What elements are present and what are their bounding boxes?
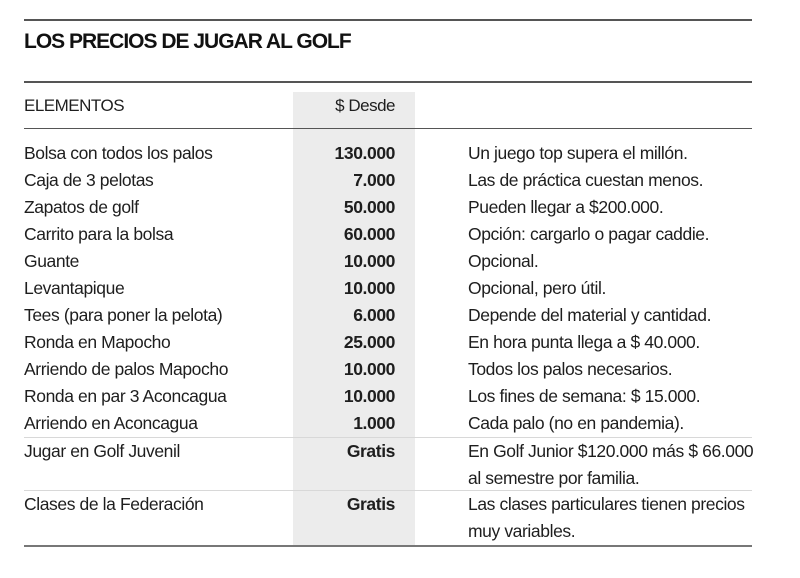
item-cell: Levantapique xyxy=(24,278,125,298)
header-price: $ Desde xyxy=(335,96,395,115)
table-row: Guante 10.000 Opcional. xyxy=(24,248,752,275)
price-cell: 25.000 xyxy=(343,332,396,352)
price-cell: 10.000 xyxy=(343,359,396,379)
note-cell: Las clases particulares tienen precios m… xyxy=(468,494,745,541)
note-cell: En hora punta llega a $ 40.000. xyxy=(468,332,700,352)
table-row: Levantapique 10.000 Opcional, pero útil. xyxy=(24,275,752,302)
note-cell: Un juego top supera el millón. xyxy=(468,143,688,163)
top-rule xyxy=(24,19,752,21)
table-row: Ronda en par 3 Aconcagua 10.000 Los fines … xyxy=(24,383,752,410)
header-item: ELEMENTOS xyxy=(24,96,125,115)
item-cell: Bolsa con todos los palos xyxy=(24,143,213,163)
note-cell: Opción: cargarlo o pagar caddie. xyxy=(468,224,710,244)
item-cell: Zapatos de golf xyxy=(24,197,139,217)
price-column-shading xyxy=(293,92,415,545)
table-row: Zapatos de golf 50.000 Pueden llegar a $20… xyxy=(24,194,752,221)
price-cell: 7.000 xyxy=(353,170,395,190)
price-cell: 10.000 xyxy=(343,278,396,298)
price-cell: 1.000 xyxy=(353,413,395,433)
price-cell: Gratis xyxy=(346,441,396,461)
item-cell: Arriendo en Aconcagua xyxy=(24,413,198,433)
bottom-rule xyxy=(24,545,752,547)
price-cell: 60.000 xyxy=(343,224,396,244)
price-cell: 130.000 xyxy=(334,143,396,163)
header-top-rule xyxy=(24,81,752,83)
table-row: Jugar en Golf Juvenil Gratis En Golf Junio… xyxy=(24,437,754,490)
item-cell: Ronda en par 3 Aconcagua xyxy=(24,386,227,406)
table-row: Caja de 3 pelotas 7.000 Las de práctica cu… xyxy=(24,167,752,194)
item-cell: Ronda en Mapocho xyxy=(24,332,171,352)
note-cell: Depende del material y cantidad. xyxy=(468,305,712,325)
note-cell: Cada palo (no en pandemia). xyxy=(468,413,684,433)
table-row: Clases de la Federación Gratis Las clases … xyxy=(24,490,752,543)
item-cell: Caja de 3 pelotas xyxy=(24,170,154,190)
note-cell: Todos los palos necesarios. xyxy=(468,359,673,379)
item-cell: Jugar en Golf Juvenil xyxy=(24,441,180,461)
table-row: Arriendo de palos Mapocho 10.000 Todos los… xyxy=(24,356,752,383)
note-cell: Opcional, pero útil. xyxy=(468,278,606,298)
item-cell: Clases de la Federación xyxy=(24,494,204,514)
item-cell: Arriendo de palos Mapocho xyxy=(24,359,229,379)
table-row: Tees (para poner la pelota) 6.000 Depende … xyxy=(24,302,752,329)
note-cell: Pueden llegar a $200.000. xyxy=(468,197,664,217)
page-title: LOS PRECIOS DE JUGAR AL GOLF xyxy=(24,30,352,53)
note-cell: Los fines de semana: $ 15.000. xyxy=(468,386,701,406)
item-cell: Carrito para la bolsa xyxy=(24,224,174,244)
price-cell: 6.000 xyxy=(353,305,395,325)
table-row: Arriendo en Aconcagua 1.000 Cada palo (no … xyxy=(24,410,752,437)
table-row: Ronda en Mapocho 25.000 En hora punta lleg… xyxy=(24,329,752,356)
price-cell: 10.000 xyxy=(343,386,396,406)
price-cell: Gratis xyxy=(346,494,396,514)
header-bottom-rule xyxy=(24,128,752,129)
price-cell: 10.000 xyxy=(343,251,396,271)
item-cell: Tees (para poner la pelota) xyxy=(24,305,223,325)
table-row: Carrito para la bolsa 60.000 Opción: carga… xyxy=(24,221,752,248)
price-table: Bolsa con todos los palos 130.000 Un juego… xyxy=(24,140,754,543)
note-cell: Las de práctica cuestan menos. xyxy=(468,170,704,190)
table-row: Bolsa con todos los palos 130.000 Un juego… xyxy=(24,140,752,167)
item-cell: Guante xyxy=(24,251,80,271)
note-cell: En Golf Junior $120.000 más $ 66.000 al … xyxy=(468,441,754,488)
note-cell: Opcional. xyxy=(468,251,539,271)
price-cell: 50.000 xyxy=(343,197,396,217)
